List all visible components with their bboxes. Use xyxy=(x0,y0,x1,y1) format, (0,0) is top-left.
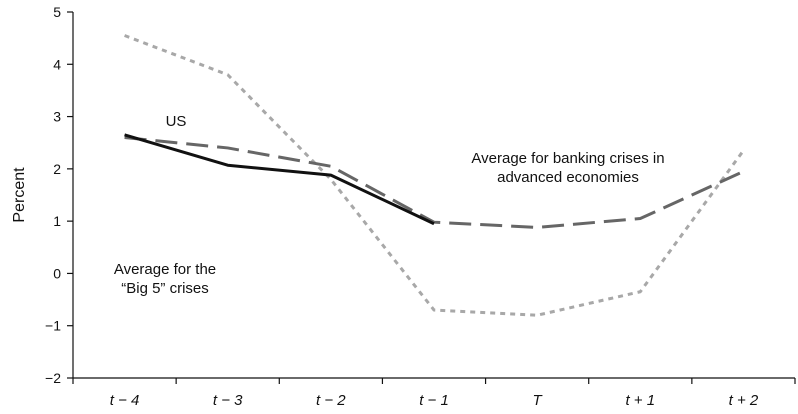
y-tick-label: −1 xyxy=(45,318,61,334)
series-layer xyxy=(124,34,745,317)
y-tick-label: 3 xyxy=(53,109,61,125)
annotation-big5: Average for the “Big 5” crises xyxy=(114,261,216,297)
annotation-advanced: Average for banking crises in advanced ec… xyxy=(471,150,664,186)
series-line-us xyxy=(124,133,435,226)
y-tick-label: 1 xyxy=(53,213,61,229)
x-tick-label: T xyxy=(533,392,544,409)
y-tick-label: 0 xyxy=(53,265,61,281)
x-tick-label: t + 2 xyxy=(729,392,759,409)
annotation-us: US xyxy=(166,113,187,130)
x-tick-label: t − 1 xyxy=(419,392,449,409)
x-tick-label: t − 2 xyxy=(316,392,346,409)
y-tick-label: 2 xyxy=(53,161,61,177)
y-tick-label: 4 xyxy=(53,56,61,72)
x-tick-label: t − 3 xyxy=(213,392,243,409)
y-axis: −2 −1 0 1 2 3 4 5 xyxy=(45,4,74,386)
x-tick-label: t + 1 xyxy=(625,392,655,409)
x-tick-label: t − 4 xyxy=(110,392,140,409)
annotation-layer: US Average for banking crises in advanced … xyxy=(114,113,665,297)
series-line-big5 xyxy=(124,34,745,317)
y-tick-label: 5 xyxy=(53,4,61,20)
y-tick-label: −2 xyxy=(45,370,61,386)
y-axis-title: Percent xyxy=(11,167,28,223)
